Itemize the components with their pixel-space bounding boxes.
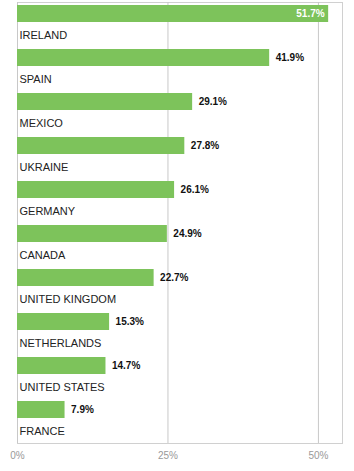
svg-text:22.7%: 22.7%: [160, 272, 188, 283]
svg-text:27.8%: 27.8%: [191, 140, 219, 151]
svg-text:IRELAND: IRELAND: [20, 29, 68, 41]
svg-text:25%: 25%: [158, 450, 178, 461]
svg-text:7.9%: 7.9%: [71, 404, 94, 415]
svg-text:UNITED STATES: UNITED STATES: [20, 381, 105, 393]
svg-text:51.7%: 51.7%: [296, 8, 324, 19]
svg-text:MEXICO: MEXICO: [20, 117, 64, 129]
svg-text:NETHERLANDS: NETHERLANDS: [20, 337, 102, 349]
svg-text:50%: 50%: [308, 450, 328, 461]
svg-text:UNITED KINGDOM: UNITED KINGDOM: [20, 293, 117, 305]
svg-text:15.3%: 15.3%: [116, 316, 144, 327]
svg-text:UKRAINE: UKRAINE: [20, 161, 69, 173]
svg-text:41.9%: 41.9%: [276, 52, 304, 63]
svg-text:26.1%: 26.1%: [181, 184, 209, 195]
svg-text:SPAIN: SPAIN: [20, 73, 52, 85]
svg-text:0%: 0%: [10, 450, 25, 461]
svg-text:FRANCE: FRANCE: [20, 425, 65, 437]
svg-text:GERMANY: GERMANY: [20, 205, 76, 217]
svg-text:14.7%: 14.7%: [112, 360, 140, 371]
svg-text:24.9%: 24.9%: [173, 228, 201, 239]
svg-text:CANADA: CANADA: [20, 249, 67, 261]
svg-text:29.1%: 29.1%: [199, 96, 227, 107]
